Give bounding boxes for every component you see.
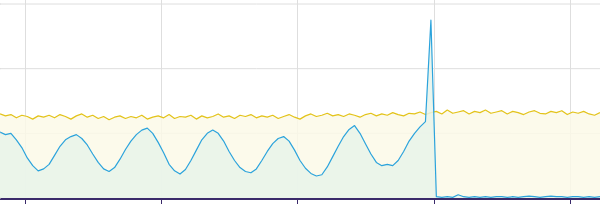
x-tick	[297, 199, 298, 204]
x-tick	[570, 199, 571, 204]
grid-line-y	[0, 4, 600, 5]
chart	[0, 0, 600, 204]
grid-line-y	[0, 68, 600, 69]
y-tick	[0, 133, 1, 134]
x-axis-line	[0, 198, 600, 200]
series-line	[0, 20, 600, 197]
y-tick	[0, 68, 1, 69]
y-axis	[0, 4, 1, 198]
x-axis	[0, 199, 600, 204]
plot-area	[0, 20, 600, 198]
y-tick	[0, 198, 1, 199]
series-area	[0, 20, 600, 198]
x-tick	[25, 199, 26, 204]
x-tick	[434, 199, 435, 204]
series-line	[0, 110, 600, 120]
grid	[0, 0, 600, 198]
x-tick	[161, 199, 162, 204]
y-tick	[0, 4, 1, 5]
